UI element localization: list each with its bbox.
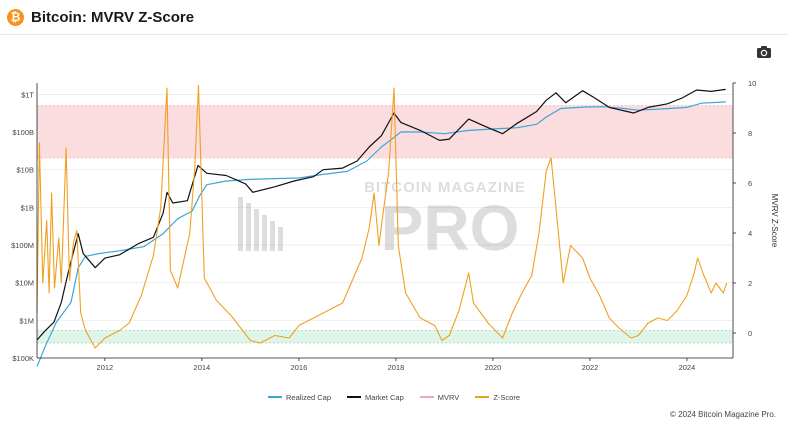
y-right-axis-title: MVRV Z-Score [770, 194, 779, 248]
legend-swatch [267, 396, 282, 398]
y-right-tick-label: 10 [748, 79, 756, 88]
zone-band-1 [37, 330, 733, 343]
x-tick-label: 2014 [194, 363, 211, 372]
legend-item-z-score[interactable]: Z-Score [475, 390, 520, 404]
x-tick-label: 2018 [388, 363, 405, 372]
y-left-tick-label: $1B [21, 203, 34, 212]
copyright-text: © 2024 Bitcoin Magazine Pro. [670, 410, 776, 419]
y-right-tick-label: 2 [748, 279, 752, 288]
watermark-top: BITCOIN MAGAZINE [364, 179, 526, 196]
series-lines [36, 84, 728, 367]
legend-label: Market Cap [365, 392, 404, 402]
series-line-market-cap [36, 88, 726, 341]
y-left-tick-label: $100M [11, 241, 34, 250]
legend-label: MVRV [437, 392, 460, 402]
y-right-tick-label: 6 [748, 179, 752, 188]
x-tick-label: 2024 [679, 363, 696, 372]
x-tick-label: 2016 [291, 363, 308, 372]
chart-header: ₿ Bitcoin: MVRV Z-Score [0, 0, 788, 34]
legend-item-market-cap[interactable]: Market Cap [347, 390, 404, 404]
legend: Realized Cap Market Cap MVRV Z-Score [0, 390, 788, 404]
y-right-tick-label: 8 [748, 129, 752, 138]
legend-label: Realized Cap [285, 392, 332, 402]
y-left-tick-label: $1M [19, 316, 34, 325]
legend-item-realized-cap[interactable]: Realized Cap [267, 390, 332, 404]
watermark: BITCOIN MAGAZINE PRO [238, 179, 526, 264]
chart-title: Bitcoin: MVRV Z-Score [31, 8, 195, 26]
y-left-tick-label: $10B [16, 166, 34, 175]
bitcoin-logo-icon: ₿ [7, 8, 24, 26]
series-line-z-score [36, 84, 728, 349]
legend-swatch [419, 396, 434, 398]
watermark-bars-icon [238, 197, 283, 251]
legend-swatch [347, 396, 362, 398]
legend-swatch [475, 396, 490, 398]
series-line-realized-cap [36, 101, 726, 367]
watermark-bottom: PRO [381, 192, 520, 264]
y-right-tick-label: 0 [748, 329, 752, 338]
y-left-tick-label: $100B [12, 128, 34, 137]
y-right-tick-label: 4 [748, 229, 752, 238]
legend-label: Z-Score [493, 392, 520, 402]
legend-item-mvrv[interactable]: MVRV [419, 390, 460, 404]
x-tick-label: 2020 [485, 363, 502, 372]
x-tick-label: 2012 [97, 363, 114, 372]
y-left-tick-label: $100K [12, 354, 34, 363]
axes: $100K $1M $10M $100M $1B $10B $100B $1T 0 2 4 6 8 10 2… [11, 79, 779, 372]
y-left-tick-label: $10M [15, 279, 34, 288]
x-tick-label: 2022 [582, 363, 599, 372]
header-divider [0, 34, 788, 35]
y-left-tick-label: $1T [21, 90, 34, 99]
camera-icon[interactable] [752, 42, 776, 62]
